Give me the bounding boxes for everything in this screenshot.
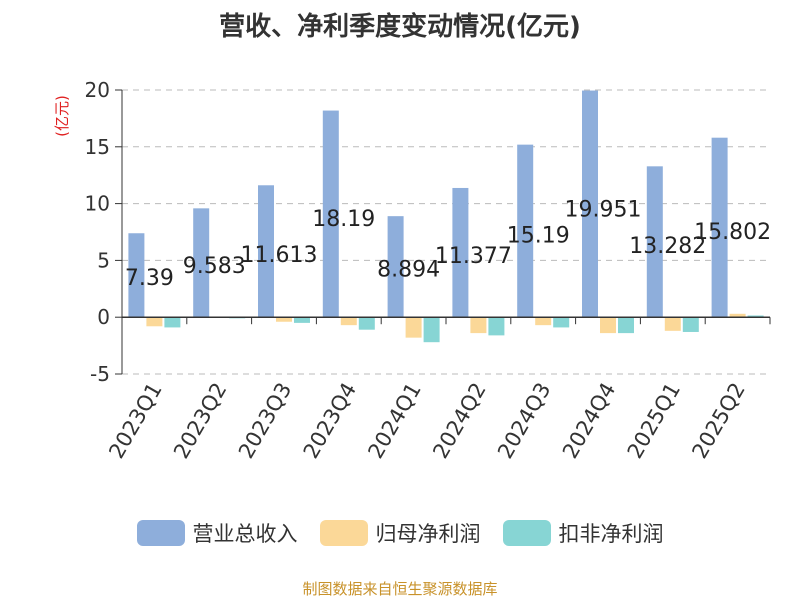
bar-revenue [387, 216, 404, 318]
bar-deducted-profit [747, 315, 764, 318]
bar-deducted-profit [618, 317, 634, 334]
bar-net-profit [664, 317, 681, 331]
chart-title: 营收、净利季度变动情况(亿元) [219, 12, 581, 42]
bar-net-profit [600, 317, 616, 334]
bar-deducted-profit [488, 317, 505, 336]
bar-revenue [452, 187, 469, 318]
legend-item-net-profit[interactable]: 归母净利润 [319, 518, 481, 548]
bar-revenue [193, 208, 210, 318]
legend-label-revenue: 营业总收入 [192, 522, 298, 546]
bar-revenue [517, 144, 534, 318]
x-tick-label: 2023Q1 [104, 379, 166, 463]
bar-net-profit [729, 313, 746, 318]
y-tick-label: 5 [97, 248, 110, 272]
data-label: 11.613 [241, 243, 318, 268]
y-tick-label: 15 [85, 135, 110, 159]
bar-revenue [128, 233, 145, 318]
bar-net-profit [470, 317, 487, 334]
legend-label-net-profit: 归母净利润 [375, 522, 481, 546]
x-tick-label: 2023Q4 [299, 379, 361, 463]
bar-revenue [582, 90, 598, 318]
bar-net-profit [276, 317, 292, 322]
y-tick-label: -5 [90, 362, 110, 386]
bar-deducted-profit [294, 317, 310, 323]
legend-item-deducted-profit[interactable]: 扣非净利润 [502, 518, 664, 548]
bar-deducted-profit [423, 317, 440, 343]
x-tick-label: 2025Q2 [687, 379, 749, 463]
y-tick-label: 20 [85, 78, 110, 102]
data-label: 9.583 [183, 254, 246, 279]
y-tick-label: 0 [97, 305, 110, 329]
chart-legend: 营业总收入 归母净利润 扣非净利润 [0, 518, 800, 548]
bar-revenue [711, 137, 728, 318]
data-source-note: 制图数据来自恒生聚源数据库 [302, 580, 498, 598]
data-label: 8.894 [377, 258, 440, 283]
legend-label-deducted-profit: 扣非净利润 [558, 522, 664, 546]
bar-net-profit [146, 317, 163, 327]
data-label: 11.377 [435, 244, 512, 269]
data-label: 15.802 [694, 220, 771, 245]
bar-net-profit [340, 317, 357, 326]
x-tick-label: 2024Q4 [558, 379, 620, 463]
bar-deducted-profit [358, 317, 375, 330]
x-tick-label: 2025Q1 [623, 379, 685, 463]
x-tick-label: 2024Q1 [363, 379, 425, 463]
bar-net-profit [405, 317, 422, 338]
data-label: 13.282 [629, 234, 706, 259]
data-label: 19.951 [565, 197, 642, 222]
x-tick-label: 2024Q2 [428, 379, 490, 463]
y-axis-label: (亿元) [53, 95, 71, 137]
legend-swatch-deducted-profit [502, 520, 551, 546]
x-tick-label: 2024Q3 [493, 379, 555, 463]
bar-deducted-profit [682, 317, 699, 332]
legend-swatch-revenue [136, 520, 185, 546]
bar-revenue [646, 166, 663, 318]
y-tick-label: 10 [85, 192, 110, 216]
x-tick-label: 2023Q2 [169, 379, 231, 463]
bar-deducted-profit [553, 317, 570, 328]
bar-deducted-profit [164, 317, 181, 328]
bar-revenue [258, 185, 274, 318]
bar-net-profit [535, 317, 552, 326]
bar-revenue [322, 110, 339, 318]
data-label: 15.19 [507, 223, 570, 248]
legend-item-revenue[interactable]: 营业总收入 [136, 518, 298, 548]
data-label: 7.39 [125, 266, 174, 291]
data-label: 18.19 [312, 207, 375, 232]
x-tick-label: 2023Q3 [234, 379, 296, 463]
legend-swatch-net-profit [319, 520, 368, 546]
